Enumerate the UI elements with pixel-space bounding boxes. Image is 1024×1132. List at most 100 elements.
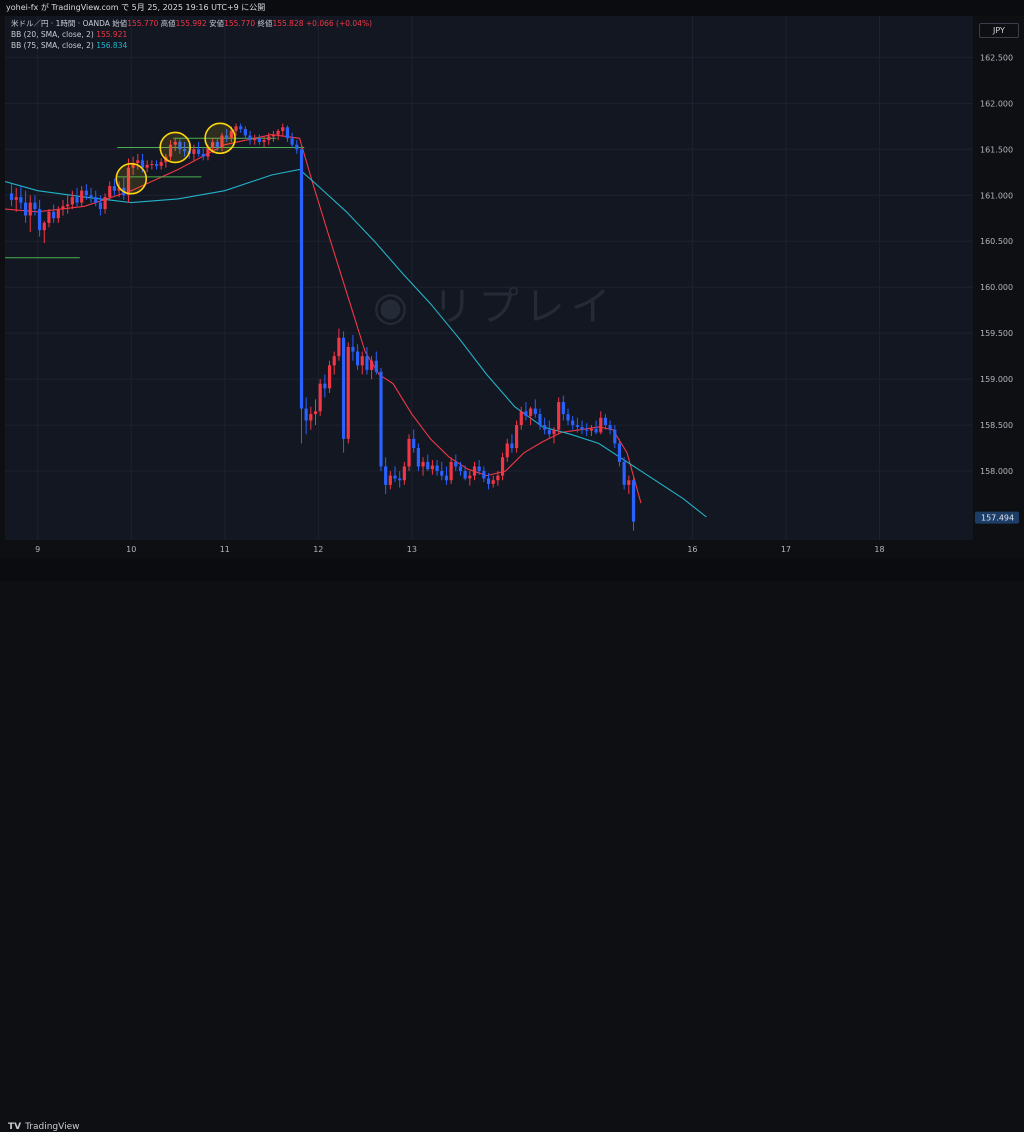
candle-body [89, 195, 93, 198]
candle-body [66, 204, 70, 207]
candle-body [38, 209, 42, 231]
candle-body [351, 346, 355, 352]
candle [318, 379, 322, 416]
candle [126, 158, 131, 203]
candle-body [28, 202, 32, 216]
candle [580, 420, 584, 435]
candle [561, 395, 565, 421]
candle [215, 138, 219, 152]
candle [178, 138, 182, 154]
replay-watermark: ◉ リプレイ [373, 274, 617, 332]
highlight-circle [115, 162, 148, 195]
candle [299, 144, 304, 444]
chart-panel[interactable]: ◉ リプレイ [4, 16, 973, 540]
symbol-label[interactable]: 米ドル／円 · 1時間 · OANDA [11, 19, 110, 28]
candle-body [599, 417, 603, 433]
candle-body [281, 127, 285, 131]
open-value: 155.770 [127, 19, 159, 28]
candle [529, 406, 533, 426]
candle [505, 438, 509, 462]
candle [631, 475, 636, 531]
bb20-legend[interactable]: BB (20, SMA, close, 2) 155.921 [11, 30, 127, 40]
candle [398, 471, 402, 488]
candle-body [327, 365, 332, 389]
candle-body [435, 465, 439, 472]
candle [234, 123, 238, 136]
candle [449, 457, 453, 484]
time-tick-label: 11 [220, 545, 230, 554]
price-axis[interactable]: 162.500 162.000 161.500 161.000 160.500 160.0… [973, 16, 1024, 540]
candle-body [440, 471, 444, 476]
price-tick-label: 160.000 [980, 283, 1013, 292]
candle-body [290, 138, 294, 145]
candle [70, 190, 74, 210]
candle [52, 204, 56, 223]
high-value: 155.992 [175, 19, 207, 28]
candle [271, 130, 276, 142]
tradingview-logo[interactable]: TV TradingView [8, 1122, 80, 1132]
candle-body [444, 475, 449, 481]
candle-body [197, 149, 201, 154]
candle-body [547, 429, 551, 435]
time-tick-label: 16 [687, 545, 697, 554]
candle [454, 454, 458, 472]
candle [510, 434, 514, 453]
candle-body [412, 438, 416, 449]
candle-body [421, 461, 425, 467]
replay-watermark-text: リプレイ [432, 284, 617, 330]
candle-body [173, 141, 177, 145]
time-tick-label: 17 [781, 545, 791, 554]
candle-body [360, 356, 364, 366]
candle [468, 471, 472, 486]
candle-body [262, 140, 266, 142]
candle [23, 190, 28, 223]
candle-body [477, 466, 481, 472]
candle-body [225, 135, 229, 139]
candle [571, 415, 575, 430]
candle [42, 221, 46, 244]
bb75-legend[interactable]: BB (75, SMA, close, 2) 156.834 [11, 41, 127, 51]
candle [370, 356, 374, 380]
candle [66, 195, 70, 214]
candle [173, 138, 177, 152]
price-tick-label: 159.500 [980, 329, 1013, 338]
time-axis[interactable]: 9 10 11 12 13 16 17 18 [5, 540, 973, 558]
candle [384, 457, 388, 495]
candle [89, 187, 93, 203]
candle-body [182, 149, 187, 152]
candle-body [267, 136, 271, 141]
candle-body [47, 211, 51, 223]
candle-body [463, 471, 467, 479]
currency-button[interactable]: JPY [979, 23, 1019, 38]
candle [304, 397, 308, 435]
price-chart[interactable] [4, 16, 973, 540]
price-tick-label: 161.000 [980, 191, 1013, 200]
candle [440, 461, 444, 481]
candle [80, 186, 84, 207]
candle-body [384, 466, 388, 485]
open-label: 始値 [112, 19, 128, 28]
candle [617, 438, 622, 467]
candle [131, 156, 135, 176]
candle-body [108, 186, 112, 198]
candle [365, 346, 369, 375]
bb75-label: BB (75, SMA, close, 2) [11, 41, 94, 50]
publish-header: yohei-fx が TradingView.com で 5月 25, 2025… [0, 0, 1024, 16]
candle [112, 178, 117, 196]
candle [356, 344, 360, 370]
time-axis-scale[interactable]: 9 10 11 12 13 16 17 18 [5, 540, 973, 558]
candle [374, 351, 378, 375]
candle-body [388, 475, 392, 485]
candle [61, 199, 65, 216]
candle-body [561, 402, 565, 415]
candle [267, 132, 271, 145]
bb20-value: 155.921 [96, 30, 128, 39]
price-axis-scale[interactable]: 162.500 162.000 161.500 161.000 160.500 160.0… [973, 16, 1024, 540]
candle [201, 147, 205, 161]
candle [108, 181, 112, 200]
candle-body [580, 426, 584, 430]
candle-body [407, 438, 411, 467]
candle-body [239, 126, 243, 130]
candle-body [608, 425, 612, 430]
